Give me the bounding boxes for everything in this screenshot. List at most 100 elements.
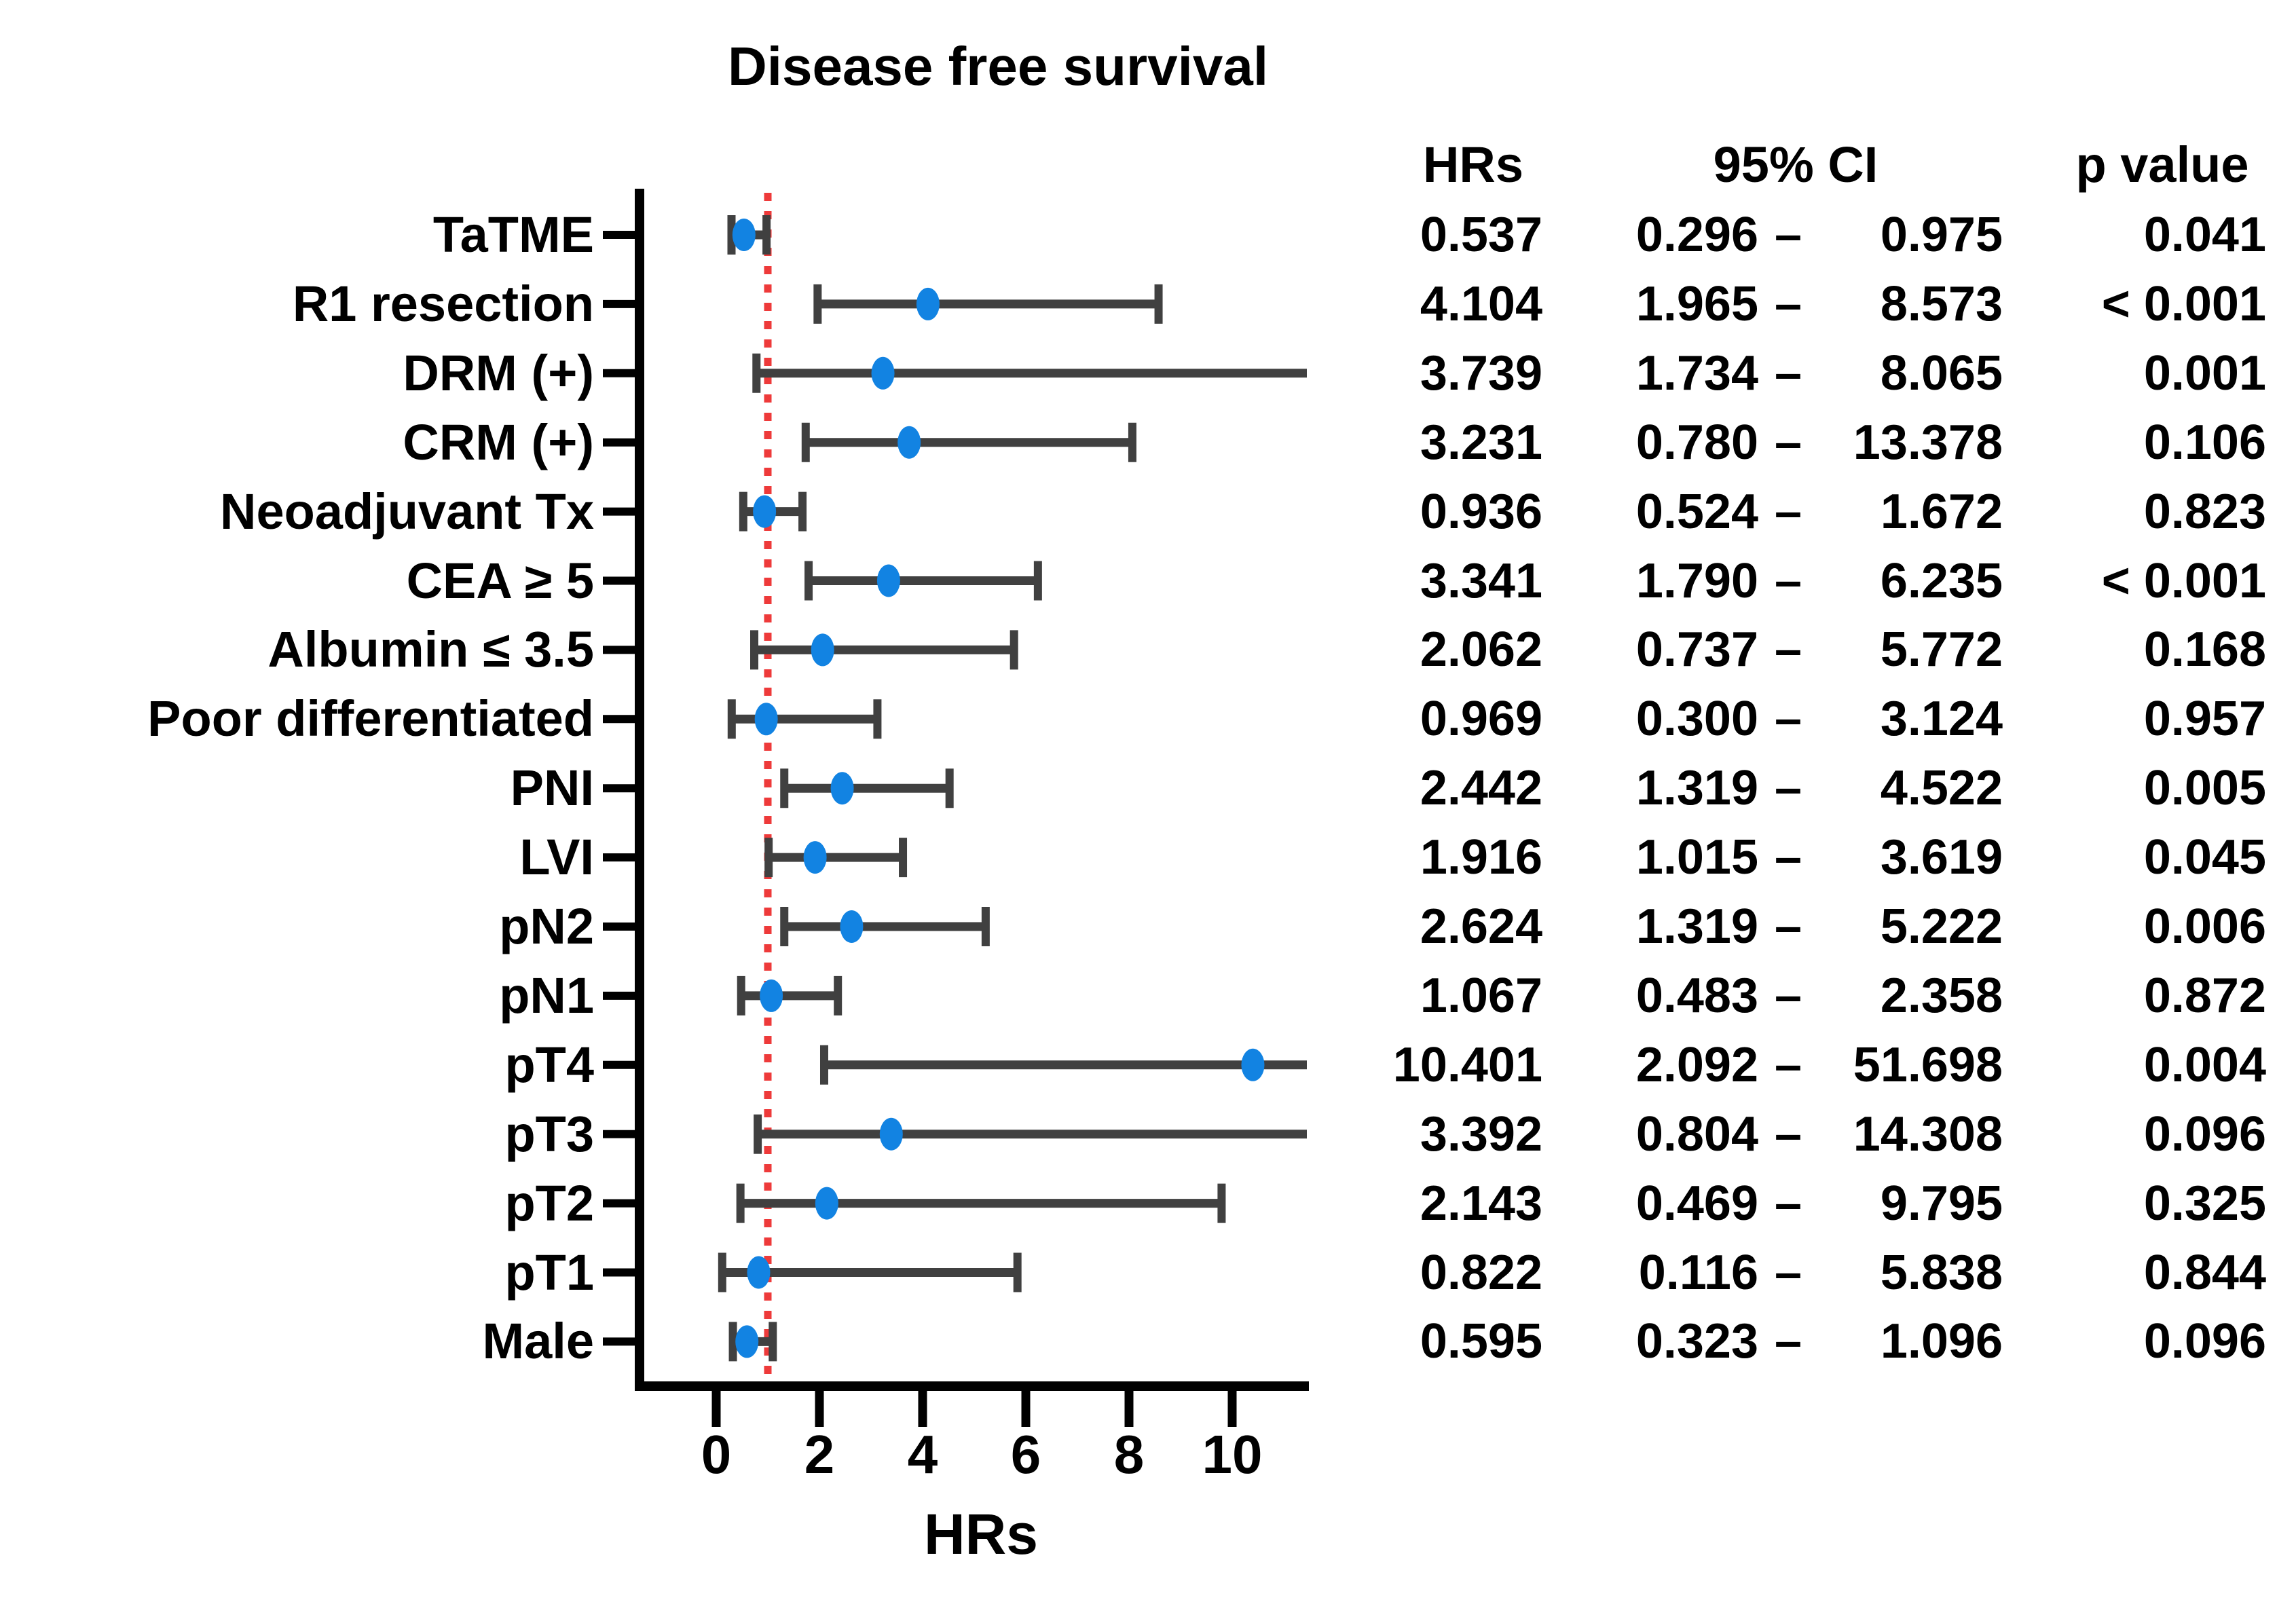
hr-value-cell: 3.739 (1420, 346, 1542, 400)
hr-value-cell: 0.822 (1420, 1245, 1542, 1300)
column-header-hrs: HRs (1422, 136, 1524, 193)
p-value-cell: 0.168 (2143, 622, 2266, 677)
row-label: CRM (+) (403, 413, 594, 470)
ci-dash-icon: – (1774, 553, 1802, 608)
x-tick-label: 6 (1010, 1424, 1041, 1485)
ci-cell: 0.300– 3.124 (1589, 684, 2003, 753)
ci-high-value: 1.096 (1880, 1314, 2003, 1369)
ci-high-value: 2.358 (1880, 968, 2003, 1023)
p-value-cell: 0.957 (2143, 692, 2266, 747)
ci-low-value: 0.483 (1635, 968, 1758, 1023)
chart-title: Disease free survival (727, 36, 1269, 96)
hr-point-marker (840, 910, 864, 943)
x-tick-label: 4 (907, 1424, 938, 1485)
hr-value-cell: 2.143 (1420, 1176, 1542, 1231)
ci-dash-icon: – (1774, 208, 1802, 262)
ci-dash-icon: – (1774, 1314, 1802, 1369)
ci-cell: 1.965– 8.573 (1589, 269, 2003, 339)
p-value-cell: 0.005 (2143, 761, 2266, 816)
row-label: R1 resection (292, 275, 594, 332)
hr-value-cell: 2.624 (1420, 899, 1542, 954)
ci-high-value: 3.619 (1880, 830, 2003, 885)
ci-cell: 1.790– 6.235 (1589, 546, 2003, 616)
ci-dash-icon: – (1774, 761, 1802, 816)
row-label: pT3 (504, 1105, 594, 1162)
p-value-cell: 0.001 (2143, 346, 2266, 400)
ci-low-value: 1.319 (1635, 761, 1758, 816)
ci-dash-icon: – (1774, 1037, 1802, 1092)
hr-value-cell: 0.595 (1420, 1314, 1542, 1369)
ci-dash-icon: – (1774, 692, 1802, 747)
ci-cell: 0.469– 9.795 (1589, 1169, 2003, 1238)
hr-point-marker (879, 1117, 903, 1151)
ci-high-value: 5.772 (1880, 622, 2003, 677)
row-label: CEA ≥ 5 (406, 552, 594, 609)
row-label: Male (482, 1313, 594, 1370)
ci-dash-icon: – (1774, 346, 1802, 400)
ci-high-value: 1.672 (1880, 484, 2003, 539)
ci-low-value: 1.790 (1635, 553, 1758, 608)
ci-high-value: 9.795 (1880, 1176, 2003, 1231)
ci-cell: 0.737– 5.772 (1589, 615, 2003, 684)
row-label: Neoadjuvant Tx (220, 483, 594, 540)
ci-high-value: 3.124 (1880, 692, 2003, 747)
ci-cell: 0.323– 1.096 (1589, 1307, 2003, 1376)
hr-point-marker (876, 564, 900, 597)
hr-point-marker (871, 356, 895, 390)
ci-high-value: 4.522 (1880, 761, 2003, 816)
p-value-cell: 0.096 (2143, 1106, 2266, 1161)
ci-cell: 0.524– 1.672 (1589, 477, 2003, 546)
hr-value-cell: 0.537 (1420, 208, 1542, 262)
hr-point-marker (916, 287, 940, 320)
row-label: Albumin ≤ 3.5 (267, 621, 594, 678)
x-tick-label: 0 (701, 1424, 732, 1485)
ci-dash-icon: – (1774, 484, 1802, 539)
ci-low-value: 0.116 (1638, 1245, 1758, 1300)
ci-low-value: 0.300 (1635, 692, 1758, 747)
hr-point-marker (803, 841, 827, 874)
ci-high-value: 6.235 (1880, 553, 2003, 608)
row-label: pN2 (499, 898, 594, 954)
ci-high-value: 51.698 (1853, 1037, 2003, 1092)
ci-cell: 0.116– 5.838 (1589, 1238, 2003, 1307)
ci-low-value: 1.015 (1635, 830, 1758, 885)
ci-dash-icon: – (1774, 830, 1802, 885)
p-value-cell: 0.823 (2143, 484, 2266, 539)
ci-high-value: 0.975 (1880, 208, 2003, 262)
ci-high-value: 5.222 (1880, 899, 2003, 954)
ci-cell: 1.319– 5.222 (1589, 892, 2003, 961)
hr-value-cell: 2.442 (1420, 761, 1542, 816)
hr-point-marker (732, 219, 756, 251)
hr-point-marker (754, 703, 778, 736)
hr-point-marker (747, 1256, 771, 1289)
ci-cell: 0.296– 0.975 (1589, 200, 2003, 269)
ci-low-value: 0.780 (1635, 415, 1758, 470)
p-value-cell: 0.006 (2143, 899, 2266, 954)
ci-dash-icon: – (1774, 415, 1802, 470)
ci-low-value: 1.319 (1635, 899, 1758, 954)
ci-low-value: 0.524 (1635, 484, 1758, 539)
ci-high-value: 14.308 (1853, 1106, 2003, 1161)
hr-point-marker (811, 633, 834, 667)
ci-dash-icon: – (1774, 1245, 1802, 1300)
row-label: TaTME (432, 206, 594, 263)
hr-value-cell: 3.341 (1420, 553, 1542, 608)
row-label: LVI (519, 829, 594, 886)
hr-value-cell: 0.969 (1420, 692, 1542, 747)
p-value-cell: 0.096 (2143, 1314, 2266, 1369)
ci-cell: 1.734– 8.065 (1589, 339, 2003, 408)
ci-dash-icon: – (1774, 622, 1802, 677)
p-value-cell: 0.106 (2143, 415, 2266, 470)
p-value-cell: 0.004 (2143, 1037, 2266, 1092)
ci-dash-icon: – (1774, 1176, 1802, 1231)
p-value-cell: 0.872 (2143, 968, 2266, 1023)
ci-low-value: 0.323 (1635, 1314, 1758, 1369)
ci-low-value: 1.965 (1635, 276, 1758, 331)
p-value-cell: 0.325 (2143, 1176, 2266, 1231)
hr-point-marker (815, 1187, 838, 1220)
hr-value-cell: 4.104 (1420, 276, 1542, 331)
ci-high-value: 13.378 (1853, 415, 2003, 470)
ci-dash-icon: – (1774, 899, 1802, 954)
